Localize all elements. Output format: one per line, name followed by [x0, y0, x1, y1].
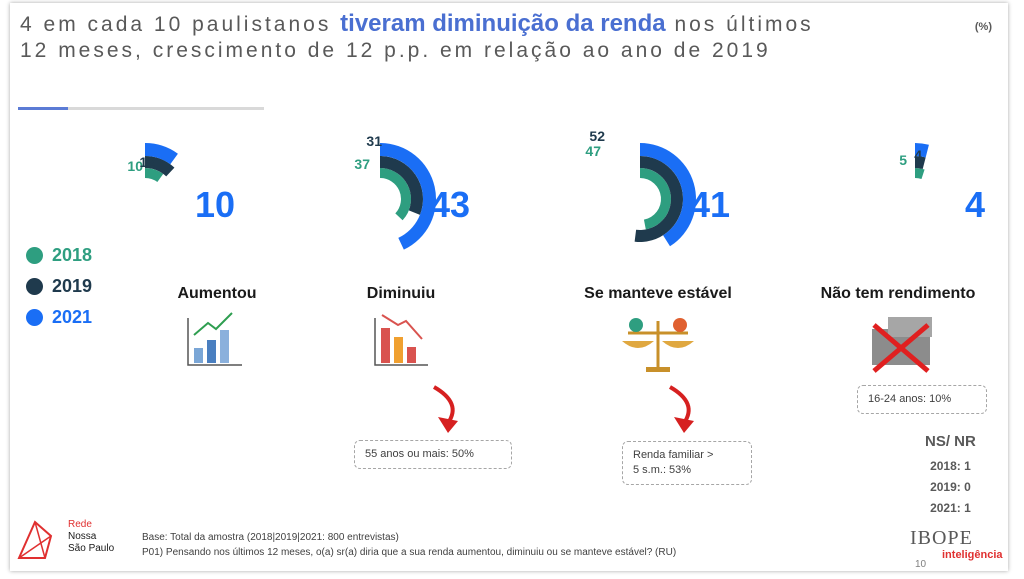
note-estavel-line1: Renda familiar > — [633, 449, 714, 461]
arc-sem-rendimento-2019 — [915, 156, 926, 169]
data-label-diminuiu-2019: 31 — [366, 133, 382, 149]
chart-up-icon — [193, 312, 233, 336]
chart-up-icon — [187, 318, 242, 366]
page-title: 4 em cada 10 paulistanos tiveram diminui… — [20, 11, 850, 64]
brand-line3: São Paulo — [68, 543, 115, 554]
chart-up-icon — [220, 330, 229, 363]
brand-line1: Rede — [68, 519, 92, 530]
scale-icon — [629, 318, 643, 332]
data-label-diminuiu-2021: 43 — [430, 184, 470, 225]
data-label-aumentou-2018: 10 — [127, 158, 143, 174]
title-emphasis: tiveram diminuição da renda — [340, 10, 666, 37]
scale-icon — [662, 341, 694, 348]
category-label-sem-rendimento: Não tem rendimento — [820, 285, 976, 302]
footer-base: Base: Total da amostra (2018|2019|2021: … — [142, 532, 399, 543]
arc-sem-rendimento-2021 — [915, 143, 929, 158]
brand-line2: Nossa — [68, 531, 97, 542]
note-estavel-line2: 5 s.m.: 53% — [633, 464, 692, 476]
title-divider — [18, 107, 264, 110]
arc-diminuiu-2018 — [380, 168, 411, 221]
chart-down-icon — [394, 337, 403, 363]
scale-icon — [622, 341, 654, 348]
note-diminuiu: 55 anos ou mais: 50% — [354, 440, 512, 469]
nsnr-row: 2021: 1 — [930, 501, 971, 515]
footer-question: P01) Pensando nos últimos 12 meses, o(a)… — [142, 547, 677, 558]
chart-up-icon — [194, 348, 203, 363]
title-part2: nos últimos 12 meses, crescimento de 12 … — [20, 13, 814, 62]
arc-estavel-2021 — [640, 143, 696, 247]
note-estavel: Renda familiar > 5 s.m.: 53% — [622, 441, 752, 485]
arrow-down-icon — [668, 385, 691, 425]
footer-source: Base: Total da amostra (2018|2019|2021: … — [142, 530, 676, 560]
arc-diminuiu-2021 — [379, 143, 436, 250]
arc-aumentou-2018 — [145, 168, 164, 183]
arrow-down-icon — [438, 417, 458, 433]
category-label-diminuiu: Diminuiu — [366, 285, 436, 302]
data-label-estavel-2019: 52 — [589, 128, 605, 144]
arc-aumentou-2019 — [145, 156, 175, 177]
legend-dot-icon — [26, 278, 43, 295]
nsnr-row: 2018: 1 — [930, 459, 971, 473]
legend-label: 2019 — [52, 276, 93, 296]
legend-item-2021: 2021 — [26, 302, 92, 333]
chart-down-icon — [374, 318, 428, 366]
arrow-down-icon — [432, 385, 455, 425]
ibope-logo: IBOPE — [910, 527, 973, 549]
cross-icon — [872, 323, 930, 373]
legend-dot-icon — [26, 247, 43, 264]
arc-aumentou-2021 — [145, 143, 178, 165]
nsnr-row: 2019: 0 — [930, 480, 971, 494]
data-label-sem-rendimento-2019: 4 — [914, 147, 922, 163]
slide: 4 em cada 10 paulistanos tiveram diminui… — [10, 3, 1008, 571]
arc-sem-rendimento-2018 — [915, 168, 925, 180]
ibope-inteligencia: inteligência — [942, 549, 1003, 561]
legend-label: 2021 — [52, 307, 93, 327]
title-part1: 4 em cada 10 paulistanos — [20, 13, 341, 36]
legend-item-2018: 2018 — [26, 240, 92, 271]
category-label-aumentou: Aumentou — [177, 285, 257, 302]
legend: 2018 2019 2021 — [26, 240, 92, 333]
page-number: 10 — [915, 559, 927, 570]
note-sem-rendimento: 16-24 anos: 10% — [857, 385, 987, 414]
data-label-diminuiu-2018: 37 — [354, 156, 370, 172]
arrow-down-icon — [674, 417, 694, 433]
scale-icon — [646, 367, 670, 372]
unit-label: (%) — [974, 21, 992, 33]
category-label-estavel: Se manteve estável — [584, 285, 732, 302]
data-label-sem-rendimento-2021: 4 — [965, 184, 985, 225]
arc-estavel-2019 — [634, 156, 683, 242]
nsnr-box: NS/ NR 2018: 1 2019: 0 2021: 1 — [925, 433, 976, 519]
data-label-estavel-2021: 41 — [690, 184, 730, 225]
chart-down-icon — [381, 314, 423, 340]
data-label-sem-rendimento-2018: 5 — [899, 152, 907, 168]
chart-up-icon — [207, 340, 216, 363]
chart-down-icon — [381, 328, 390, 363]
chart-down-icon — [407, 347, 416, 363]
nsnr-heading: NS/ NR — [925, 433, 976, 450]
data-label-estavel-2018: 47 — [585, 143, 601, 159]
arc-diminuiu-2019 — [380, 156, 423, 215]
data-label-aumentou-2019: 12 — [139, 154, 155, 170]
legend-label: 2018 — [52, 245, 93, 265]
legend-dot-icon — [26, 309, 43, 326]
scale-icon — [673, 318, 687, 332]
arc-estavel-2018 — [640, 168, 671, 230]
brand-text: Rede Nossa São Paulo — [68, 519, 114, 555]
legend-item-2019: 2019 — [26, 271, 92, 302]
data-label-aumentou-2021: 10 — [195, 184, 235, 225]
rede-nossa-logo-icon — [17, 520, 53, 559]
